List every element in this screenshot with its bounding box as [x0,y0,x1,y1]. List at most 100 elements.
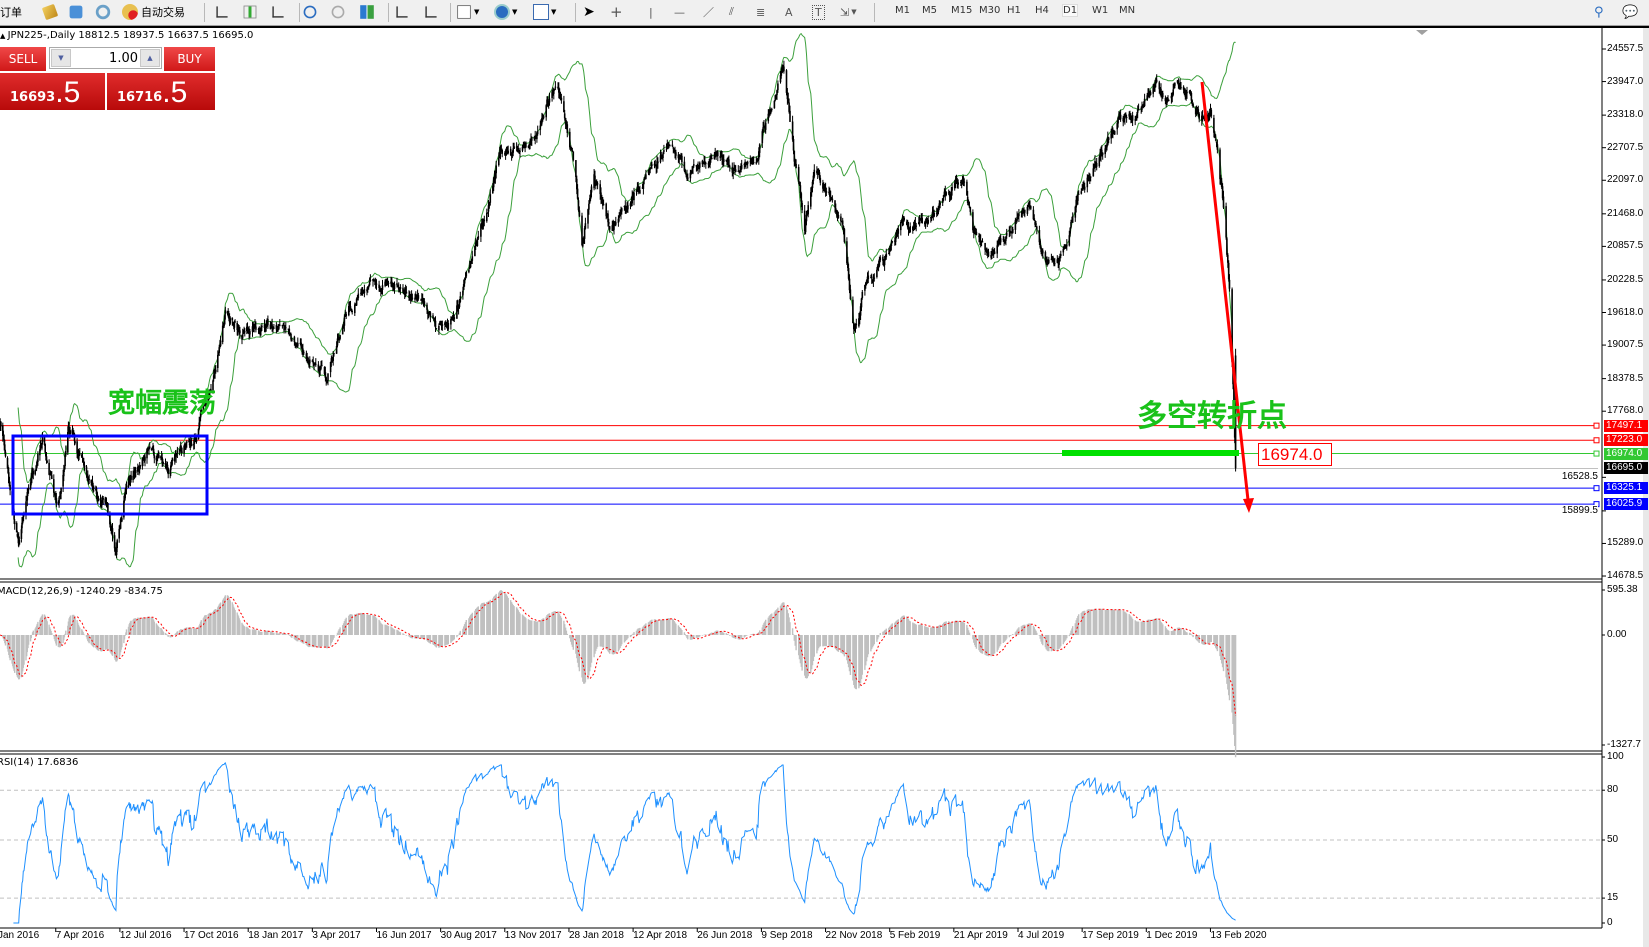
price-axis-label: 21468.0 [1607,207,1644,219]
buy-price-main: 16716 [117,90,163,105]
navigator-button[interactable] [68,3,84,21]
timeframe-m5[interactable]: M5 [922,5,937,16]
date-axis-label: 26 Jun 2018 [697,930,753,941]
periods-button[interactable]: ▼ [494,3,517,21]
separator [575,3,576,22]
price-axis-label: 19618.0 [1607,306,1644,318]
rsi-header: RSI(14) 17.6836 [0,757,79,768]
tile-windows-button[interactable] [359,3,375,21]
auto-trading-button[interactable]: 自动交易 [122,3,185,21]
signal-button[interactable] [95,3,111,21]
text-icon: A [785,5,793,19]
date-axis-label: 13 Feb 2020 [1210,930,1267,941]
price-axis-label: 24557.5 [1607,43,1644,54]
range-annotation[interactable]: 宽幅震荡 [108,388,216,419]
price-axis-label: 23947.0 [1607,75,1644,87]
text-label-button[interactable]: T [812,3,825,21]
text-button[interactable]: A [785,3,793,21]
chevron-down-icon: ▼ [474,8,480,16]
down-arrow-line[interactable] [1200,81,1250,501]
search-button[interactable]: ⚲ [1594,3,1604,21]
separator [874,3,875,22]
fibonacci-button[interactable]: ≣ [756,3,765,21]
horizontal-levels [0,422,1600,508]
price-axis-label: 20857.5 [1607,240,1644,252]
level-handle[interactable] [1593,422,1600,429]
lot-size-input[interactable] [72,48,140,68]
sell-price-main: 16693 [10,90,56,105]
buy-button[interactable]: BUY [164,47,215,71]
timeframe-m1[interactable]: M1 [895,5,910,16]
symbol-ohlc: JPN225-,Daily 18812.5 18937.5 16637.5 16… [7,30,254,41]
level-handle[interactable] [1593,485,1600,492]
level-handle[interactable] [1593,437,1600,444]
price-axis-label: 15289.0 [1607,537,1644,549]
lot-size-stepper: ▼ ▲ [49,47,162,69]
range-box[interactable] [11,434,209,516]
horizontal-line-icon: — [674,5,685,19]
new-order-button[interactable]: 订单 [0,3,22,21]
lot-decrease-button[interactable]: ▼ [51,49,71,67]
zoom-in-button[interactable] [302,3,318,21]
buy-price-frac: .5 [162,76,188,109]
level-price-badge: 17497.1 [1604,419,1648,432]
open-data-folder-button[interactable] [41,3,59,21]
timeframe-d1[interactable]: D1 [1061,4,1079,17]
indicators-icon [457,5,471,19]
timeframe-w1[interactable]: W1 [1092,5,1109,16]
price-axis-label: 23318.0 [1607,109,1644,121]
zoom-out-button[interactable] [330,3,346,21]
chat-button[interactable]: 💬 [1622,3,1638,21]
bar-chart-button[interactable] [214,3,230,21]
cursor-button[interactable]: ➤ [583,3,595,21]
date-axis-label: 4 Jul 2019 [1018,930,1065,941]
equidistant-channel-button[interactable]: ⫽ [729,3,734,21]
macd-axis-label: 0.00 [1607,629,1627,640]
turning-point-bar[interactable] [1062,450,1239,456]
chart-shift-marker[interactable] [1416,30,1428,35]
trendline-button[interactable]: ／ [703,3,714,21]
chevron-down-icon: ▼ [851,8,857,16]
level-handle[interactable] [1593,450,1600,457]
date-axis-label: 5 Feb 2019 [889,930,941,941]
horizontal-line-button[interactable]: — [674,3,685,21]
arrows-button[interactable]: ⇲ ▼ [840,3,857,21]
indicators-button[interactable]: ▼ [456,3,479,21]
chevron-down-icon: ▼ [551,8,557,16]
buy-price[interactable]: 16716.5 [107,73,215,110]
chevron-down-icon: ▼ [58,54,64,62]
crosshair-button[interactable]: + [610,3,623,21]
price-axis-label: 14678.5 [1607,570,1644,582]
line-chart-icon [272,6,284,18]
rsi-axis-label: 0 [1607,917,1613,928]
sell-button[interactable]: SELL [0,47,46,71]
level-price-badge: 16974.0 [1604,447,1648,460]
sell-price[interactable]: 16693.5 [0,73,105,110]
timeframe-h4[interactable]: H4 [1035,5,1049,16]
chart-shift-button[interactable] [423,3,439,21]
vertical-line-button[interactable]: | [649,3,653,21]
lot-increase-button[interactable]: ▲ [140,49,160,67]
timeframe-mn[interactable]: MN [1119,5,1136,16]
separator [450,3,451,22]
separator [204,3,205,22]
turning-price-label[interactable]: 16974.0 [1258,443,1332,466]
templates-button[interactable]: ▼ [533,3,556,21]
candlestick-button[interactable] [242,3,258,21]
date-axis-label: 7 Apr 2016 [55,930,105,941]
zoom-in-icon [303,5,317,19]
turning-point-annotation[interactable]: 多空转折点 [1137,399,1287,434]
rsi-line [13,762,1236,924]
date-axis-label: 16 Jun 2017 [376,930,432,941]
auto-scroll-button[interactable] [394,3,410,21]
bollinger-bands [17,33,1237,568]
price-axis-label: 18378.5 [1607,372,1644,384]
timeframe-m30[interactable]: M30 [979,5,1001,16]
timeframe-m15[interactable]: M15 [951,5,973,16]
rsi-pane [0,756,1605,924]
macd-axis-label: 595.38 [1607,584,1638,595]
line-chart-button[interactable] [270,3,286,21]
macd-histogram [0,590,1237,758]
timeframe-h1[interactable]: H1 [1007,5,1021,16]
